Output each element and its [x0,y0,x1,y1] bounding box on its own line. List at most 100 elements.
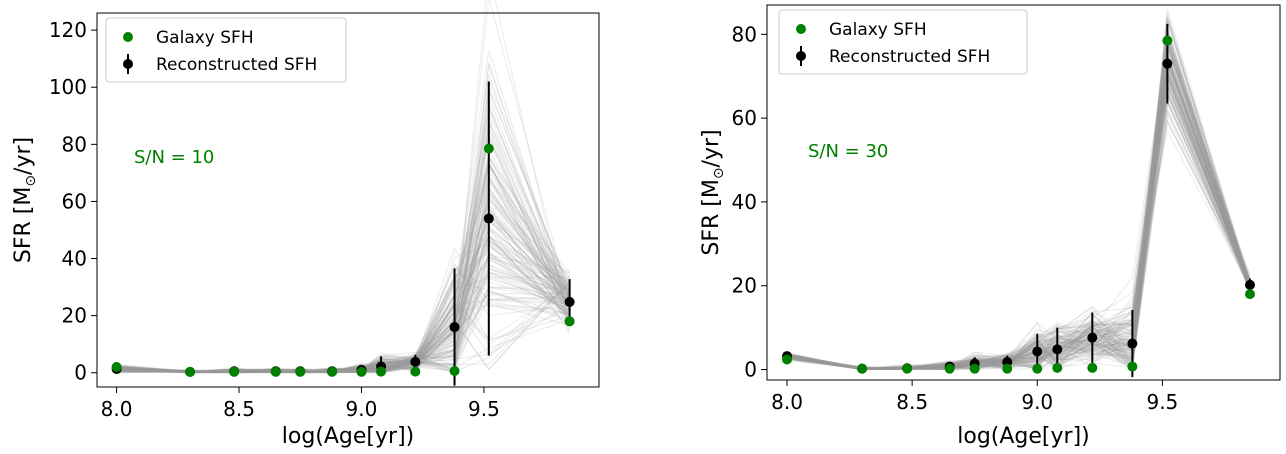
ensemble-line [786,46,1251,370]
ensemble-line [786,41,1251,370]
ensemble-line [116,244,570,373]
ensemble-line [786,108,1251,370]
ensemble-line [786,89,1251,370]
ensemble-line [786,61,1251,370]
ensemble-line [786,84,1251,370]
reconstructed-sfh-point [1244,279,1255,290]
ensemble-line [786,71,1251,370]
ensemble-line [786,37,1251,369]
galaxy-sfh-point [185,366,196,377]
ensemble-line [116,159,571,373]
ensemble-line [786,9,1251,370]
ensemble-line [116,208,571,374]
ensemble-line [116,299,570,374]
ensemble-line [786,44,1251,370]
ensemble-line [116,164,571,373]
ensemble-line [116,281,571,373]
ensemble-line [116,191,571,373]
ensemble-line [786,55,1251,369]
ensemble-line [786,72,1251,370]
ensemble-line [116,220,570,374]
ensemble-line [116,207,571,374]
ensemble-line [116,195,571,373]
chart-panel-sn10: 8.0 8.5 9.0 9.5 0 20 40 60 80 100 120 log(Age[yr]… [11,0,600,449]
y-axis-ticks: 0 20 40 60 80 [732,22,767,382]
ensemble-line [786,78,1251,371]
y-tick-label: 40 [62,247,87,271]
ensemble-line [116,233,571,374]
y-tick-label: 0 [744,358,757,382]
ensemble-line [116,235,570,374]
ensemble-line [116,266,570,373]
ensemble-line [116,225,570,374]
ensemble-line [786,34,1251,371]
legend-label-reconstructed: Reconstructed SFH [829,47,990,67]
snr-annotation: S/N = 30 [808,141,888,162]
ensemble-line [786,55,1251,370]
ensemble-line [116,276,571,374]
x-tick-label: 9.0 [1021,390,1053,414]
galaxy-sfh-point [295,366,306,377]
ensemble-line [786,30,1251,370]
ensemble-line [116,271,570,374]
ensemble-line [116,262,570,373]
ensemble-line [116,174,571,374]
ensemble-line [786,54,1251,371]
ensemble-line [116,162,571,373]
y-tick-label: 80 [62,132,87,156]
ensemble-line [116,255,570,373]
ensemble-line [116,155,571,374]
y-axis-label: SFR [M⊙/yr] [11,137,39,263]
ensemble-line [116,104,571,374]
legend-marker-reconstructed [796,51,806,61]
reconstructed-sfh-point [1032,346,1043,357]
galaxy-sfh-point [1032,363,1043,374]
galaxy-sfh-point [782,354,793,365]
ensemble-line [786,72,1251,370]
ensemble-line [786,42,1251,371]
ensemble-line [786,71,1251,370]
ensemble-line [116,175,571,374]
ensemble-line [786,90,1251,370]
ensemble-line [116,240,570,374]
galaxy-sfh-point [449,366,460,377]
ensemble-line [786,38,1251,371]
legend-label-galaxy: Galaxy SFH [156,28,254,48]
ensemble-line [786,65,1251,371]
ensemble-line [116,199,571,373]
ensemble-line [786,90,1251,370]
galaxy-sfh-point [1002,363,1013,374]
ensemble-line [116,227,570,374]
ensemble-line [786,76,1251,369]
x-tick-label: 8.0 [771,390,803,414]
y-tick-label: 120 [49,18,87,42]
ensemble-line [786,99,1251,371]
x-tick-label: 8.5 [896,390,928,414]
ensemble-line [116,254,570,373]
data-markers [111,143,575,377]
ensemble-line [786,35,1251,371]
ensemble-line [116,198,571,374]
ensemble-line [116,155,571,373]
ensemble-line [116,177,571,373]
y-tick-label: 40 [732,190,757,214]
ensemble-line [786,58,1251,370]
ensemble-line [786,74,1251,370]
ensemble-line [786,78,1251,369]
y-tick-label: 100 [49,75,87,99]
ensemble-line [786,35,1251,371]
ensemble-line [786,47,1251,371]
y-tick-label: 20 [62,304,87,328]
ensemble-line [786,59,1251,371]
ensemble-line [786,120,1251,370]
ensemble-line [786,60,1251,370]
galaxy-sfh-point [1087,362,1098,373]
ensemble-line [786,62,1251,370]
ensemble-line [786,41,1251,371]
galaxy-sfh-point [857,363,868,374]
ensemble-line [116,239,570,374]
ensemble-line [116,203,571,372]
x-axis-ticks: 8.0 8.5 9.0 9.5 [101,387,500,421]
ensemble-line [116,275,570,374]
ensemble-line [786,119,1251,369]
